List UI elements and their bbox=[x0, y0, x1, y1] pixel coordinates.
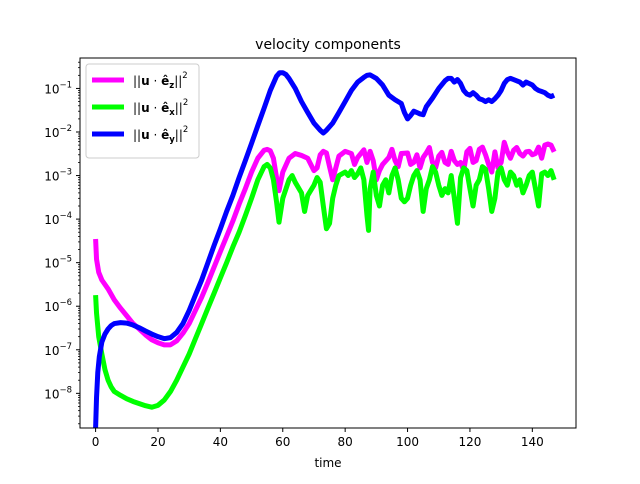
chart-title: velocity components bbox=[255, 37, 401, 53]
axes-layer bbox=[79, 57, 577, 429]
series-layer bbox=[93, 70, 557, 428]
y-tick-label: 10−8 bbox=[44, 385, 72, 401]
x-axis-label: time bbox=[314, 456, 341, 470]
y-tick-label: 10−4 bbox=[44, 211, 72, 227]
y-tick-label: 10−2 bbox=[44, 124, 72, 140]
legend-label-z: ||u · êz||2 bbox=[133, 71, 188, 91]
x-tick-label: 140 bbox=[521, 435, 544, 449]
x-tick-label: 60 bbox=[275, 435, 290, 449]
legend: ||u · êz||2 ||u · êx||2 ||u · êy||2 bbox=[85, 63, 200, 159]
series-line-y bbox=[93, 70, 556, 428]
x-tick-label: 0 bbox=[92, 435, 100, 449]
y-tick-label: 10−1 bbox=[44, 80, 72, 96]
x-tick-label: 100 bbox=[396, 435, 419, 449]
y-tick-label: 10−3 bbox=[44, 168, 72, 184]
ticks-layer: 0 20 40 60 80 100 120 140 10−8 10−7 10−6 10−5 10−4 10… bbox=[44, 61, 544, 449]
legend-label-y: ||u · êy||2 bbox=[133, 125, 188, 145]
y-tick-label: 10−6 bbox=[44, 298, 72, 314]
x-tick-label: 80 bbox=[338, 435, 353, 449]
x-tick-label: 40 bbox=[213, 435, 228, 449]
x-tick-label: 20 bbox=[150, 435, 165, 449]
y-tick-label: 10−5 bbox=[44, 255, 72, 271]
plot-frame bbox=[79, 57, 577, 429]
series-line-x bbox=[93, 161, 557, 410]
x-tick-label: 120 bbox=[458, 435, 481, 449]
series-line-z bbox=[93, 139, 557, 348]
legend-label-x: ||u · êx||2 bbox=[133, 98, 188, 118]
y-tick-label: 10−7 bbox=[44, 342, 72, 358]
